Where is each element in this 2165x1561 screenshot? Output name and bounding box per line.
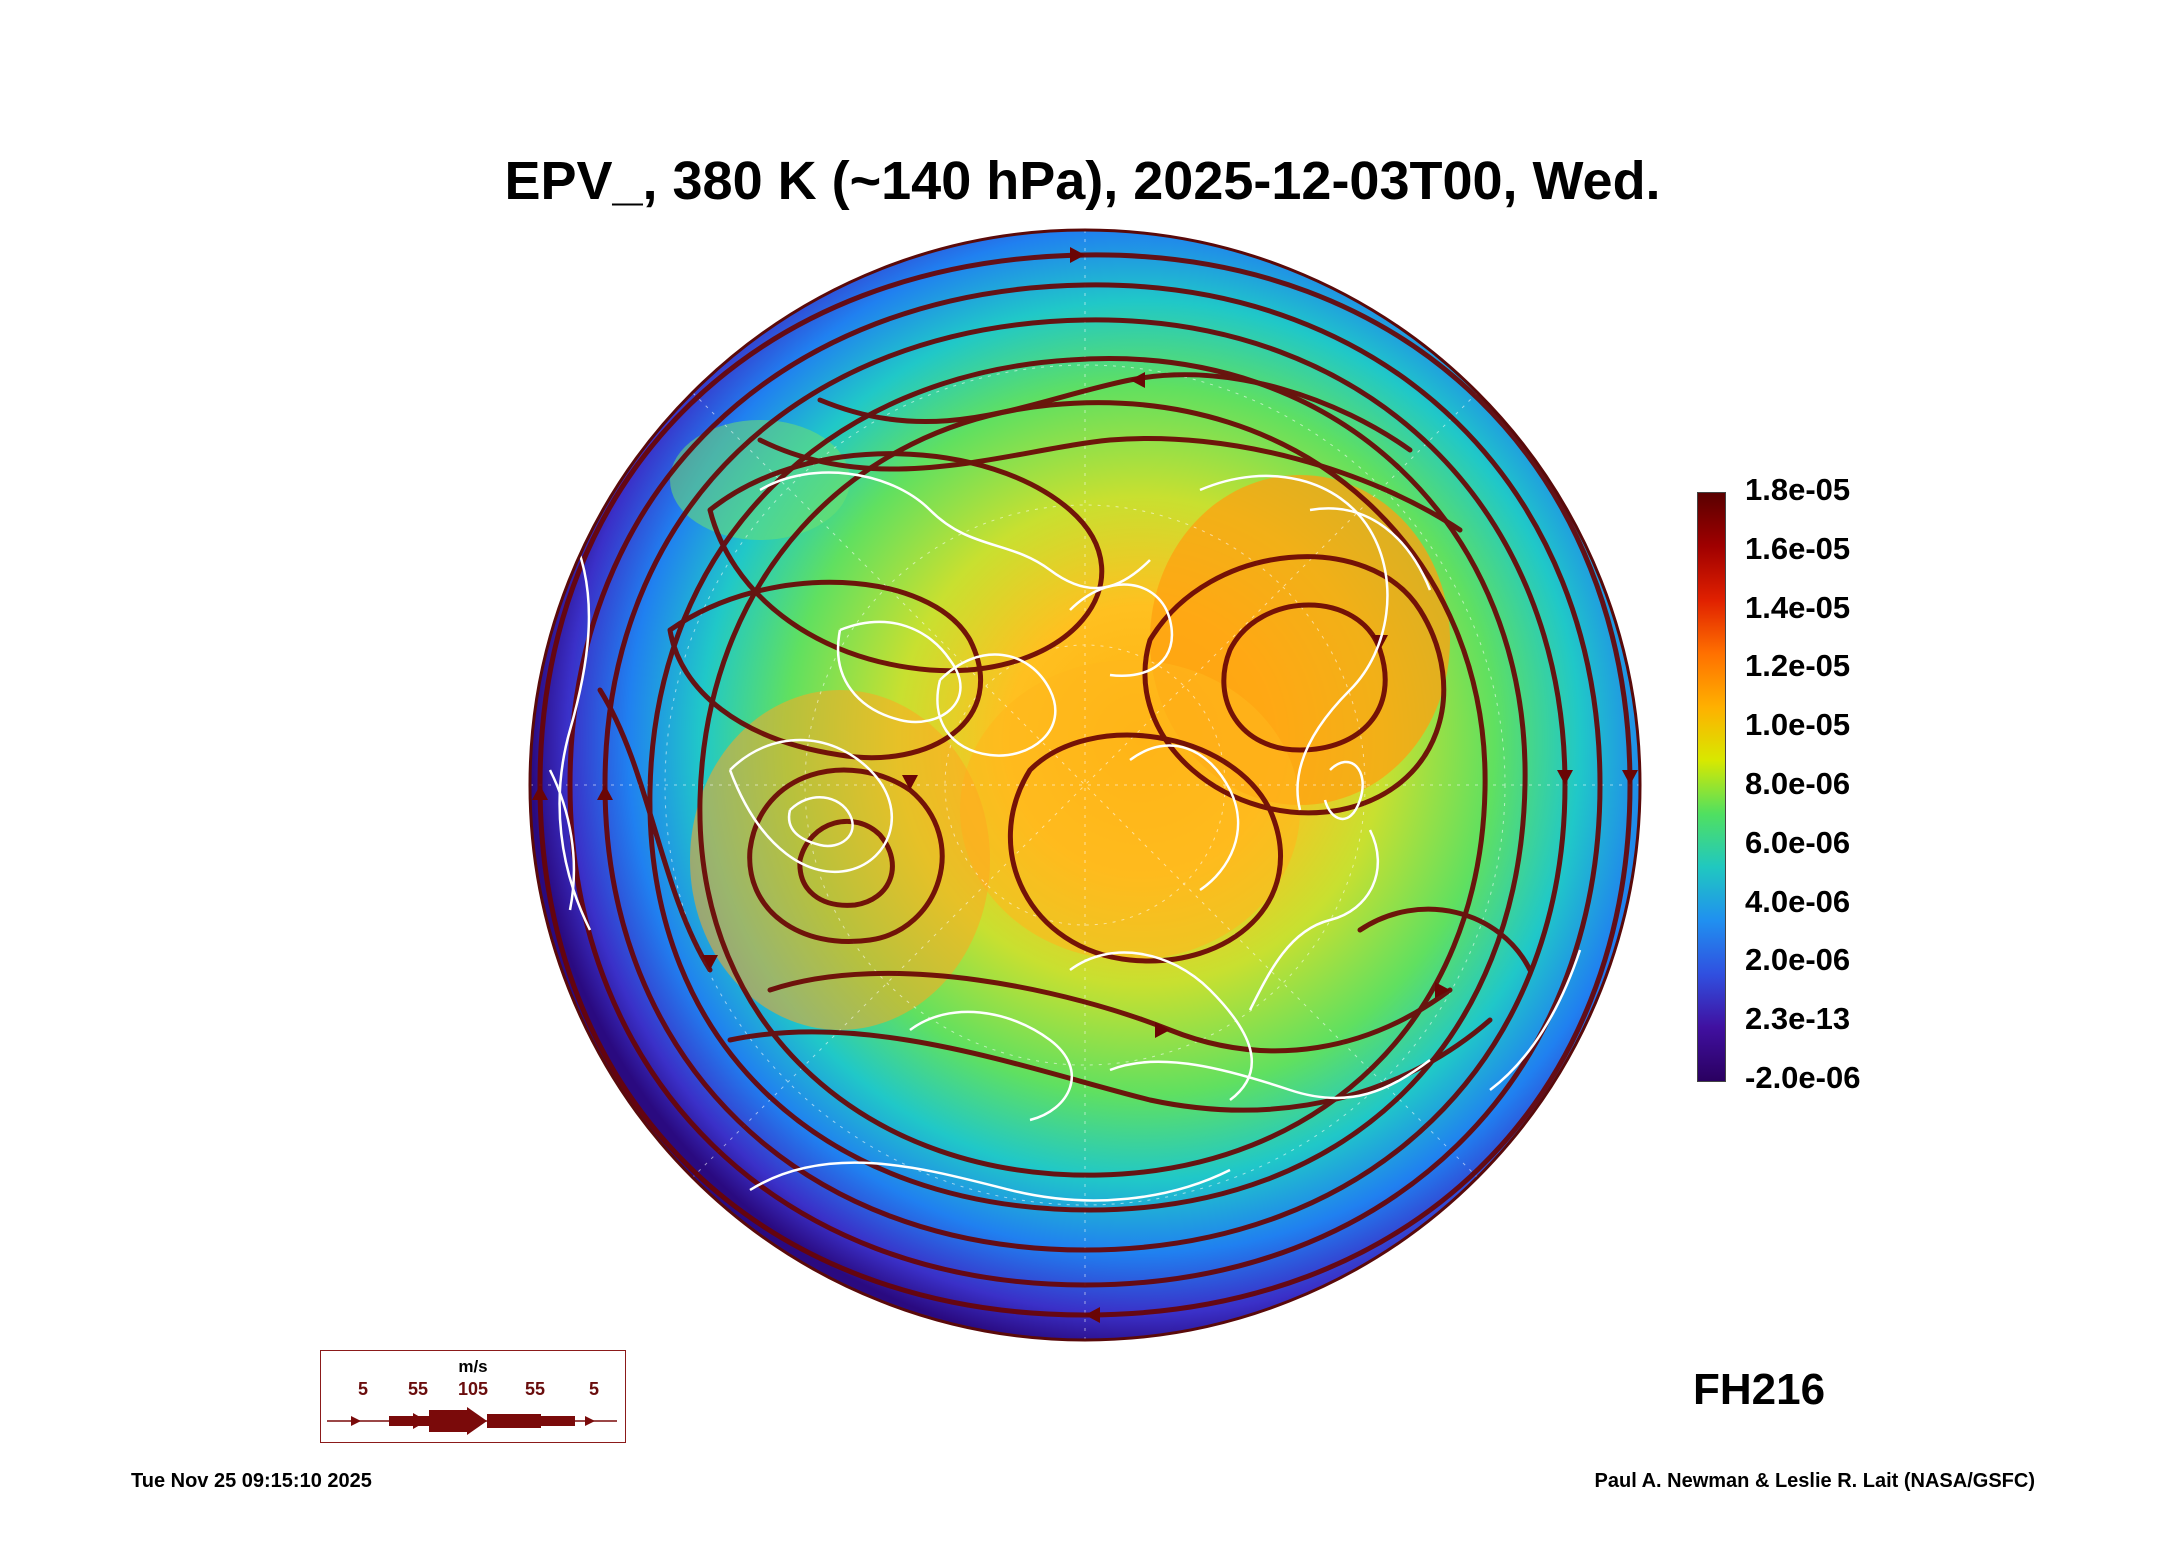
- graticule: [530, 230, 1640, 1340]
- colorbar-tick-label: 1.6e-05: [1745, 530, 1851, 566]
- streamline-arrows: [532, 247, 1638, 1323]
- colorbar-tick-label: 1.4e-05: [1745, 589, 1851, 625]
- colorbar-tick-label: 4.0e-06: [1745, 883, 1851, 919]
- colorbar-tick-label: 2.0e-06: [1745, 942, 1851, 978]
- coastlines: [548, 329, 1612, 1202]
- map-title: EPV_, 380 K (~140 hPa), 2025-12-03T00, W…: [504, 151, 1661, 211]
- forecast-hour-label: FH216: [1693, 1365, 1826, 1414]
- wind-legend-glyph: [327, 1407, 617, 1435]
- wind-legend-value: 105: [457, 1379, 489, 1399]
- colorbar-tick-label: 1.8e-05: [1745, 472, 1851, 507]
- colorbar-tick-label: 8.0e-06: [1745, 766, 1851, 801]
- credit: Paul A. Newman & Leslie R. Lait (NASA/GS…: [1594, 1470, 2035, 1492]
- colorbar-tick-label: -2.0e-06: [1745, 1060, 1861, 1095]
- wind-legend-value: 5: [357, 1379, 369, 1399]
- timestamp: Tue Nov 25 09:15:10 2025: [131, 1470, 372, 1492]
- wind-speed-legend: m/s 5 55 105 55 5: [320, 1350, 626, 1443]
- colorbar-tick-label: 6.0e-06: [1745, 824, 1851, 860]
- wind-legend-value: 55: [524, 1379, 546, 1399]
- colorbar: [1697, 492, 1726, 1082]
- colorbar-labels: 1.8e-05 1.6e-05 1.4e-05 1.2e-05 1.0e-05 8.0e-…: [1745, 470, 2005, 1110]
- wind-legend-unit: m/s: [458, 1357, 488, 1376]
- wind-streamlines: [537, 252, 1633, 1318]
- polar-epv-map: [528, 228, 1642, 1342]
- wind-legend-value: 55: [407, 1379, 429, 1399]
- colorbar-tick-label: 2.3e-13: [1745, 1001, 1851, 1037]
- wind-legend-value: 5: [588, 1379, 600, 1399]
- colorbar-tick-label: 1.0e-05: [1745, 707, 1851, 743]
- colorbar-tick-label: 1.2e-05: [1745, 648, 1851, 684]
